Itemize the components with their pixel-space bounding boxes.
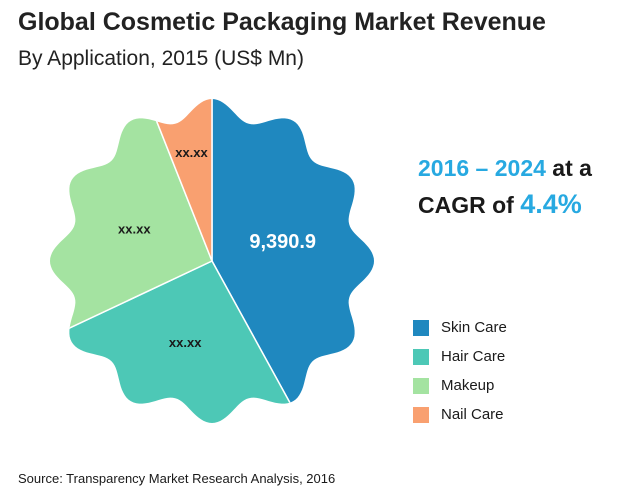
legend-swatch	[413, 406, 429, 423]
legend-label: Makeup	[441, 377, 495, 394]
legend-item-hair-care: Hair Care	[413, 342, 507, 371]
cagr-prefix: CAGR of	[418, 192, 521, 218]
legend-item-skin-care: Skin Care	[413, 313, 507, 342]
chart-subtitle: By Application, 2015 (US$ Mn)	[18, 47, 304, 70]
cagr-value: 4.4%	[520, 189, 582, 219]
data-label-nail-care: xx.xx	[175, 145, 208, 160]
data-label-skin-care: 9,390.9	[249, 231, 316, 253]
legend-label: Nail Care	[441, 406, 504, 423]
legend-item-nail-care: Nail Care	[413, 400, 507, 429]
cagr-range: 2016 – 2024	[418, 155, 546, 181]
data-label-hair-care: xx.xx	[169, 335, 202, 350]
chart-title: Global Cosmetic Packaging Market Revenue	[18, 8, 546, 36]
legend-swatch	[413, 377, 429, 394]
data-label-makeup: xx.xx	[118, 222, 151, 237]
legend-swatch	[413, 319, 429, 336]
chart-legend: Skin Care Hair Care Makeup Nail Care	[413, 313, 507, 429]
legend-label: Skin Care	[441, 319, 507, 336]
source-note: Source: Transparency Market Research Ana…	[18, 471, 336, 486]
cagr-at-a: at a	[545, 155, 592, 181]
legend-item-makeup: Makeup	[413, 371, 507, 400]
cagr-line-1: 2016 – 2024 at a	[418, 150, 592, 186]
legend-swatch	[413, 348, 429, 365]
legend-label: Hair Care	[441, 348, 506, 365]
cagr-callout: 2016 – 2024 at a CAGR of 4.4%	[418, 150, 592, 223]
cagr-line-2: CAGR of 4.4%	[418, 186, 592, 223]
